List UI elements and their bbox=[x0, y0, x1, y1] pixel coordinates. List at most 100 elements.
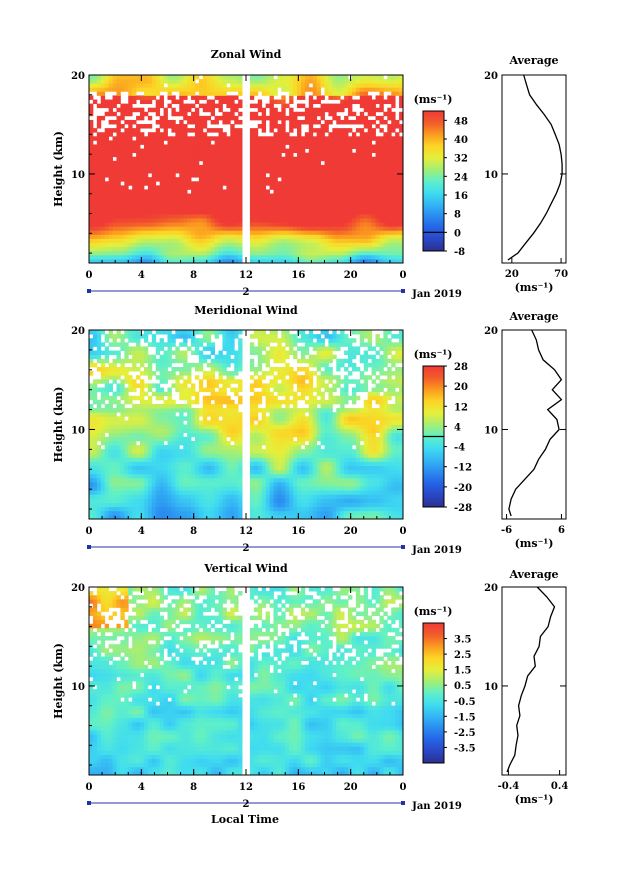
heatmap-cell bbox=[316, 136, 321, 141]
heatmap-cell bbox=[269, 510, 274, 516]
heatmap-cell bbox=[143, 213, 149, 219]
heatmap-cell bbox=[293, 457, 298, 462]
heatmap-cell bbox=[143, 238, 149, 243]
heatmap-cell bbox=[210, 169, 216, 174]
heatmap-cell bbox=[336, 136, 341, 141]
heatmap-cell bbox=[399, 482, 404, 487]
heatmap-cell bbox=[136, 486, 141, 491]
heatmap-cell bbox=[249, 432, 255, 438]
heatmap-cell bbox=[194, 136, 200, 141]
heatmap-cell bbox=[108, 156, 113, 162]
heatmap-cell bbox=[206, 482, 212, 487]
heatmap-cell bbox=[159, 230, 164, 235]
heatmap-cell bbox=[234, 152, 239, 158]
heatmap-cell bbox=[379, 140, 384, 145]
heatmap-cell bbox=[191, 246, 196, 252]
heatmap-cell bbox=[100, 197, 106, 203]
heatmap-cell bbox=[136, 79, 141, 84]
heatmap-cell bbox=[218, 510, 223, 516]
heatmap-cell bbox=[218, 152, 223, 158]
heatmap-cell bbox=[128, 91, 133, 96]
heatmap-cell bbox=[371, 250, 376, 256]
heatmap-cell bbox=[269, 115, 274, 121]
heatmap-cell bbox=[399, 144, 404, 149]
heatmap-cell bbox=[171, 205, 176, 211]
heatmap-cell bbox=[395, 218, 400, 223]
heatmap-cell bbox=[304, 473, 310, 479]
heatmap-cell bbox=[159, 234, 164, 239]
heatmap-cell bbox=[281, 111, 286, 117]
heatmap-cell bbox=[89, 502, 94, 508]
heatmap-cell bbox=[222, 498, 227, 503]
heatmap-cell bbox=[238, 498, 243, 503]
heatmap-cell bbox=[175, 453, 180, 458]
heatmap-cell bbox=[308, 124, 314, 129]
heatmap-cell bbox=[136, 258, 141, 264]
heatmap-cell bbox=[218, 436, 223, 442]
heatmap-cell bbox=[92, 514, 98, 520]
heatmap-cell bbox=[132, 99, 137, 105]
heatmap-cell bbox=[367, 193, 373, 199]
heatmap-cell bbox=[151, 461, 157, 466]
heatmap-cell bbox=[261, 490, 267, 495]
heatmap-cell bbox=[300, 465, 306, 471]
heatmap-cell bbox=[261, 189, 267, 194]
heatmap-cell bbox=[399, 87, 404, 92]
heatmap-cell bbox=[367, 465, 373, 471]
heatmap-cell bbox=[187, 209, 192, 215]
heatmap-cell bbox=[163, 490, 168, 495]
heatmap-cell bbox=[104, 498, 110, 503]
heatmap-cell bbox=[351, 453, 357, 458]
heatmap-cell bbox=[132, 440, 137, 446]
y-axis-label: Height (km) bbox=[52, 131, 65, 207]
heatmap-cell bbox=[265, 258, 270, 264]
heatmap-cell bbox=[293, 140, 298, 145]
heatmap-cell bbox=[293, 494, 298, 499]
heatmap-cell bbox=[108, 506, 113, 512]
heatmap-cell bbox=[312, 494, 318, 499]
heatmap-cell bbox=[328, 234, 333, 239]
heatmap-cell bbox=[297, 486, 302, 491]
heatmap-cell bbox=[261, 230, 267, 235]
heatmap-cell bbox=[324, 213, 329, 219]
heatmap-cell bbox=[202, 152, 208, 158]
heatmap-cell bbox=[124, 144, 129, 149]
heatmap-cell bbox=[304, 453, 310, 458]
heatmap-cell bbox=[281, 148, 286, 154]
heatmap-cell bbox=[214, 164, 219, 170]
heatmap-cell bbox=[194, 205, 200, 211]
heatmap-cell bbox=[140, 432, 145, 438]
heatmap-cell bbox=[198, 95, 204, 100]
heatmap-cell bbox=[214, 250, 219, 256]
heatmap-cell bbox=[257, 457, 263, 462]
heatmap-cell bbox=[238, 254, 243, 260]
heatmap-cell bbox=[140, 115, 145, 121]
heatmap-cell bbox=[297, 205, 302, 211]
heatmap-cell bbox=[371, 128, 376, 133]
heatmap-cell bbox=[143, 246, 149, 252]
heatmap-cell bbox=[132, 189, 137, 194]
heatmap-cell bbox=[116, 75, 121, 80]
heatmap-cell bbox=[136, 185, 141, 190]
heatmap-cell bbox=[297, 506, 302, 512]
heatmap-cell bbox=[143, 498, 149, 503]
heatmap-cell bbox=[289, 152, 294, 158]
heatmap-cell bbox=[92, 246, 98, 252]
heatmap-cell bbox=[234, 510, 239, 516]
heatmap-cell bbox=[183, 230, 188, 235]
heatmap-cell bbox=[230, 132, 235, 137]
heatmap-cell bbox=[100, 465, 106, 471]
heatmap-cell bbox=[371, 246, 376, 252]
heatmap-cell bbox=[363, 136, 369, 141]
heatmap-cell bbox=[151, 234, 157, 239]
heatmap-cell bbox=[273, 242, 278, 248]
heatmap-cell bbox=[112, 128, 117, 133]
heatmap-cell bbox=[147, 115, 153, 121]
heatmap-cell bbox=[344, 242, 349, 248]
heatmap-cell bbox=[116, 465, 121, 471]
heatmap-cell bbox=[167, 222, 172, 227]
heatmap-cell bbox=[328, 457, 333, 462]
heatmap-cell bbox=[147, 148, 153, 154]
heatmap-cell bbox=[293, 477, 298, 483]
heatmap-cell bbox=[116, 124, 121, 129]
